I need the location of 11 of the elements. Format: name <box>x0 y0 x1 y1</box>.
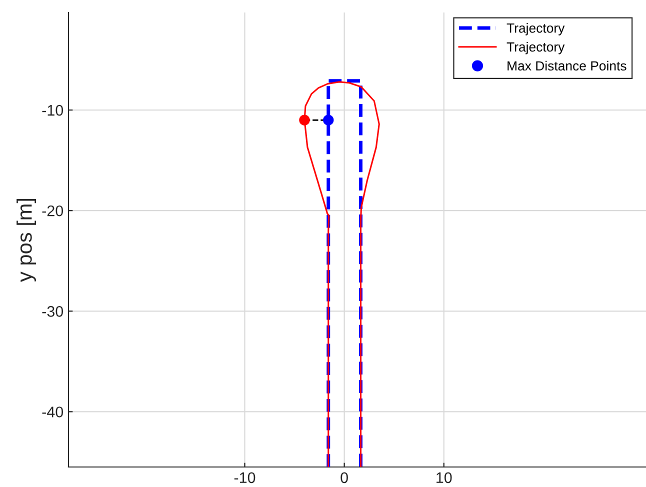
legend-label: Max Distance Points <box>508 60 626 71</box>
y-axis-title: y pos [m] <box>16 198 36 282</box>
legend-label: Trajectory <box>506 23 565 36</box>
x-tick-label: 0 <box>340 472 348 484</box>
y-tick-label: -20 <box>42 205 64 216</box>
y-tick-label: -30 <box>42 306 64 317</box>
x-tick-label: 10 <box>436 472 452 484</box>
y-tick-label: -10 <box>42 104 64 116</box>
x-tick-label: -10 <box>234 472 256 484</box>
legend-label: Trajectory <box>506 42 565 54</box>
y-tick-label: -40 <box>42 406 64 418</box>
